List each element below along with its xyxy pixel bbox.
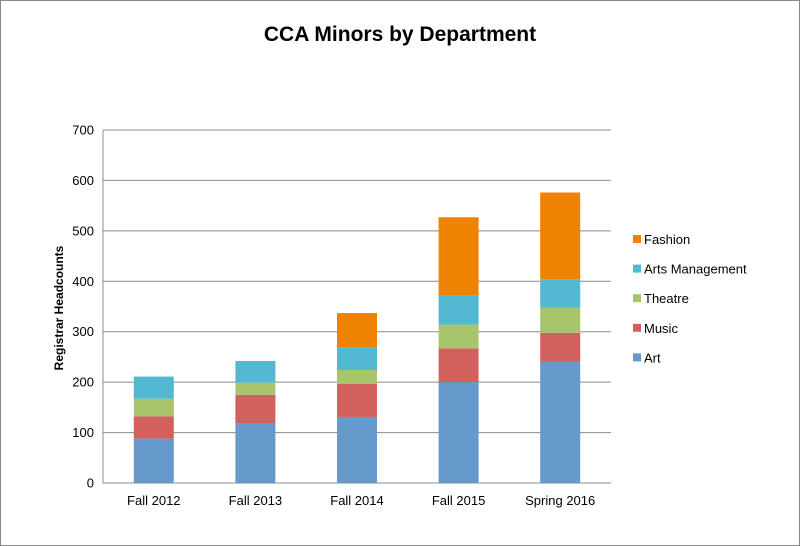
bar-segment-music bbox=[540, 332, 581, 362]
bar-segment-art bbox=[337, 416, 377, 483]
x-tick-label: Fall 2012 bbox=[127, 493, 180, 508]
legend-swatch-art bbox=[633, 353, 641, 362]
legend-swatch-fashion bbox=[633, 235, 641, 243]
legend-swatch-theatre bbox=[633, 294, 641, 303]
bar-segment-arts-management bbox=[438, 295, 479, 325]
bar-segment-art bbox=[235, 422, 276, 483]
bar-segment-theatre bbox=[337, 370, 377, 384]
x-tick-label: Fall 2013 bbox=[229, 493, 282, 508]
gridlines bbox=[102, 129, 611, 484]
y-tick-label: 700 bbox=[72, 123, 94, 138]
bar-segment-art bbox=[540, 361, 581, 483]
legend-label: Art bbox=[644, 350, 661, 365]
bar-segment-arts-management bbox=[235, 360, 276, 383]
y-axis-ticks: 0 100 200 300 400 500 600 700 bbox=[72, 123, 94, 491]
chart-title: CCA Minors by Department bbox=[264, 23, 536, 46]
bar-segment-music bbox=[337, 383, 377, 417]
bar-stacks bbox=[133, 192, 581, 483]
x-tick-label: Fall 2015 bbox=[432, 493, 485, 508]
bar-segment-theatre bbox=[438, 324, 479, 349]
bar-segment-fashion bbox=[438, 217, 479, 296]
y-tick-label: 500 bbox=[72, 223, 94, 238]
y-tick-label: 400 bbox=[72, 274, 94, 289]
legend: Fashion Arts Management Theatre Music Art bbox=[633, 232, 747, 365]
legend-swatch-music bbox=[633, 323, 641, 332]
legend-label: Fashion bbox=[644, 232, 690, 247]
x-tick-label: Spring 2016 bbox=[525, 493, 595, 508]
y-tick-label: 300 bbox=[72, 324, 94, 339]
y-tick-label: 600 bbox=[72, 173, 94, 188]
bar-segment-arts-management bbox=[540, 279, 581, 308]
bar-segment-art bbox=[133, 438, 174, 483]
y-axis-label: Registrar Headcounts bbox=[52, 245, 66, 370]
y-tick-label: 0 bbox=[87, 476, 94, 491]
y-tick-label: 200 bbox=[72, 375, 94, 390]
bar-segment-fashion bbox=[540, 192, 581, 280]
x-tick-label: Fall 2014 bbox=[330, 493, 383, 508]
legend-swatch-arts-management bbox=[633, 264, 641, 273]
x-axis-ticks: Fall 2012 Fall 2013 Fall 2014 Fall 2015 Spri… bbox=[127, 493, 595, 508]
legend-label: Arts Management bbox=[644, 262, 747, 277]
bar-segment-arts-management bbox=[133, 376, 174, 399]
bar-segment-music bbox=[438, 348, 479, 383]
legend-label: Music bbox=[644, 321, 678, 336]
bar-segment-arts-management bbox=[337, 347, 377, 371]
bar-segment-music bbox=[235, 394, 276, 423]
bar-segment-theatre bbox=[540, 307, 581, 333]
bar-segment-music bbox=[133, 416, 174, 439]
bar-segment-fashion bbox=[337, 313, 377, 348]
bar-segment-theatre bbox=[235, 382, 276, 395]
bar-segment-theatre bbox=[133, 398, 174, 417]
bar-segment-art bbox=[438, 382, 479, 483]
y-tick-label: 100 bbox=[72, 425, 94, 440]
legend-label: Theatre bbox=[644, 291, 689, 306]
